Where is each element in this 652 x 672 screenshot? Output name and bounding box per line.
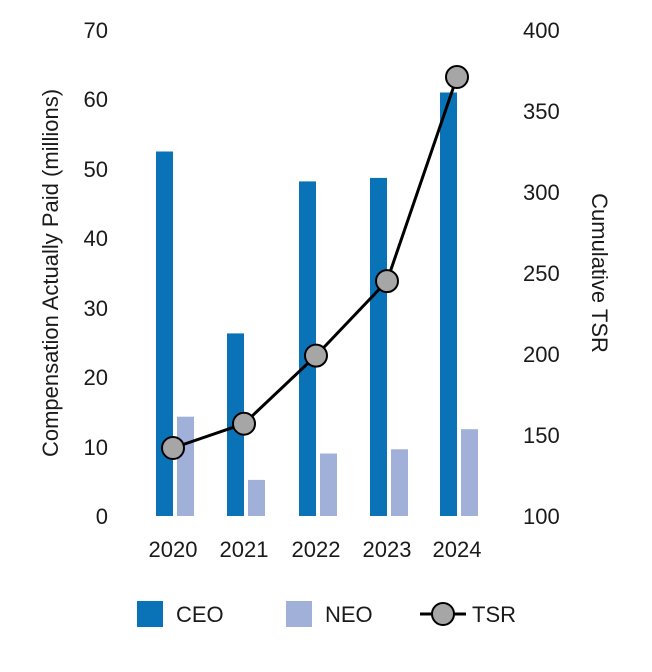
bar-neo-2021: [248, 479, 265, 516]
left-tick-label: 20: [84, 365, 108, 390]
tsr-marker-2020: [161, 436, 185, 460]
bars-layer: [156, 92, 478, 516]
right-tick-label: 400: [523, 18, 560, 43]
x-tick-label: 2024: [433, 537, 482, 562]
x-tick-label: 2022: [292, 537, 341, 562]
legend-marker-tsr: [431, 602, 455, 626]
left-tick-label: 60: [84, 87, 108, 112]
legend-label-neo: NEO: [325, 602, 373, 627]
left-axis-ticks: 0 10 20 30 40 50 60 70: [84, 18, 108, 529]
right-tick-label: 200: [523, 342, 560, 367]
left-tick-label: 50: [84, 157, 108, 182]
bar-ceo-2024: [440, 92, 457, 516]
bar-ceo-2020: [156, 151, 173, 516]
left-tick-label: 10: [84, 435, 108, 460]
right-tick-label: 250: [523, 261, 560, 286]
right-axis-title: Cumulative TSR: [587, 193, 612, 353]
bar-ceo-2023: [370, 177, 387, 516]
legend-swatch-ceo: [137, 601, 163, 627]
left-tick-label: 40: [84, 226, 108, 251]
x-tick-label: 2020: [149, 537, 198, 562]
x-tick-label: 2023: [363, 537, 412, 562]
tsr-marker-2024: [445, 65, 469, 89]
right-axis-ticks: 100 150 200 250 300 350 400: [523, 18, 560, 529]
bar-neo-2022: [320, 453, 337, 516]
bar-neo-2023: [391, 449, 408, 516]
bar-neo-2020: [177, 416, 194, 516]
bar-neo-2024: [461, 429, 478, 516]
left-tick-label: 70: [84, 18, 108, 43]
legend-swatch-neo: [286, 601, 312, 627]
left-tick-label: 30: [84, 296, 108, 321]
x-tick-label: 2021: [220, 537, 269, 562]
right-tick-label: 100: [523, 504, 560, 529]
right-tick-label: 300: [523, 180, 560, 205]
right-tick-label: 150: [523, 423, 560, 448]
legend: CEO NEO TSR: [137, 601, 516, 627]
left-tick-label: 0: [96, 504, 108, 529]
tsr-markers-layer: [161, 65, 469, 460]
tsr-marker-2021: [232, 411, 256, 436]
legend-label-tsr: TSR: [472, 602, 516, 627]
tsr-marker-2023: [375, 269, 399, 294]
right-tick-label: 350: [523, 99, 560, 124]
legend-label-ceo: CEO: [176, 602, 224, 627]
left-axis-title: Compensation Actually Paid (millions): [38, 89, 63, 457]
x-axis-ticks: 2020 2021 2022 2023 2024: [149, 537, 482, 562]
tsr-marker-2022: [304, 343, 328, 368]
